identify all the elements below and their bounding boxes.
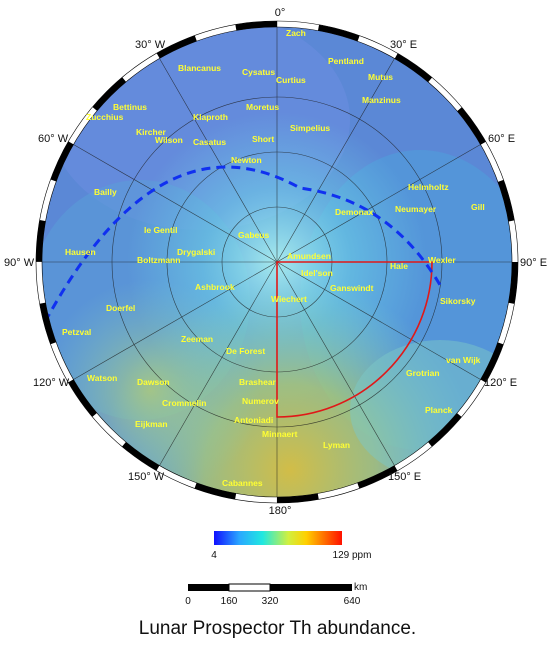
label-120e: 120° E — [484, 377, 517, 389]
crater-label: Simpelius — [290, 123, 330, 133]
colorbar-max-label: 129 ppm — [333, 550, 372, 561]
label-150e: 150° E — [388, 471, 421, 483]
scale-tick-label: 0 — [185, 596, 191, 607]
crater-label: Gabeus — [238, 230, 269, 240]
crater-label: le Gentil — [144, 225, 178, 235]
crater-label: Kircher — [136, 127, 166, 137]
label-150w: 150° W — [128, 471, 165, 483]
crater-label: Antoniadi — [234, 415, 273, 425]
crater-label: Brashear — [239, 377, 277, 387]
study-region-outline — [276, 261, 433, 418]
crater-label: Bettinus — [113, 102, 147, 112]
label-120w: 120° W — [33, 377, 70, 389]
crater-label: Neumayer — [395, 204, 437, 214]
crater-label: Hausen — [65, 247, 96, 257]
crater-label: Moretus — [246, 102, 279, 112]
crater-label: Zeeman — [181, 334, 213, 344]
crater-label: Watson — [87, 373, 117, 383]
crater-label: Newton — [231, 155, 262, 165]
scale-tick-label: 160 — [221, 596, 238, 607]
crater-label: Eijkman — [135, 419, 168, 429]
label-60w: 60° W — [38, 133, 69, 145]
crater-label: Zach — [286, 28, 306, 38]
crater-label: Mutus — [368, 72, 393, 82]
crater-label: Crommelin — [162, 398, 206, 408]
crater-label: Dawson — [137, 377, 170, 387]
crater-label: Grotrian — [406, 368, 440, 378]
crater-label: Idel'son — [301, 268, 333, 278]
crater-label: van Wijk — [446, 355, 481, 365]
crater-label: Wilson — [155, 135, 183, 145]
degree-labels: 0° 180° 90° W 90° E 30° W 30° E 60° W 60… — [4, 7, 547, 517]
crater-label: Cabannes — [222, 478, 263, 488]
colorbar-min-label: 4 — [211, 550, 217, 561]
scale-bar: km 0 160 320 640 — [185, 582, 367, 607]
scale-unit: km — [354, 582, 367, 593]
scale-tick-label: 320 — [262, 596, 279, 607]
crater-label: Petzval — [62, 327, 91, 337]
crater-label: Amundsen — [287, 251, 331, 261]
crater-label: Helmholtz — [408, 182, 449, 192]
crater-label: Zucchius — [86, 112, 124, 122]
crater-label: Casatus — [193, 137, 226, 147]
crater-label: Minnaert — [262, 429, 298, 439]
crater-label: Manzinus — [362, 95, 401, 105]
boundary-dashed-line — [43, 165, 442, 323]
colorbar: 4 129 ppm — [211, 531, 371, 561]
crater-label: Boltzmann — [137, 255, 180, 265]
crater-label: Bailly — [94, 187, 117, 197]
crater-label: Sikorsky — [440, 296, 476, 306]
scale-tick-label: 640 — [344, 596, 361, 607]
scale-segment — [270, 584, 352, 591]
label-90w: 90° W — [4, 257, 35, 269]
outer-ring — [35, 20, 519, 504]
crater-label: Wexler — [428, 255, 456, 265]
scale-segment — [188, 584, 229, 591]
label-90e: 90° E — [520, 257, 547, 269]
label-180: 180° — [269, 505, 292, 517]
crater-label: Klaproth — [193, 112, 228, 122]
crater-label: Cysatus — [242, 67, 275, 77]
crater-labels: Zach Pentland Blancanus Cysatus Curtius … — [62, 28, 485, 488]
map-disk — [42, 27, 512, 497]
crater-label: Ashbrook — [195, 282, 235, 292]
crater-label: Hale — [390, 261, 408, 271]
crater-label: Blancanus — [178, 63, 221, 73]
label-60e: 60° E — [488, 133, 515, 145]
crater-label: Ganswindt — [330, 283, 374, 293]
crater-label: Curtius — [276, 75, 306, 85]
crater-label: Planck — [425, 405, 453, 415]
crater-label: De Forest — [226, 346, 265, 356]
crater-label: Short — [252, 134, 274, 144]
crater-label: Wiechert — [271, 294, 307, 304]
crater-label: Lyman — [323, 440, 350, 450]
crater-label: Numerov — [242, 396, 279, 406]
label-0: 0° — [275, 7, 286, 19]
scale-segment — [228, 583, 271, 592]
label-30w: 30° W — [135, 39, 166, 51]
colorbar-gradient — [214, 531, 342, 545]
label-30e: 30° E — [390, 39, 417, 51]
crater-label: Gill — [471, 202, 485, 212]
crater-label: Demonax — [335, 207, 374, 217]
crater-label: Pentland — [328, 56, 364, 66]
figure-caption: Lunar Prospector Th abundance. — [138, 618, 417, 639]
crater-label: Drygalski — [177, 247, 215, 257]
crater-label: Doerfel — [106, 303, 135, 313]
